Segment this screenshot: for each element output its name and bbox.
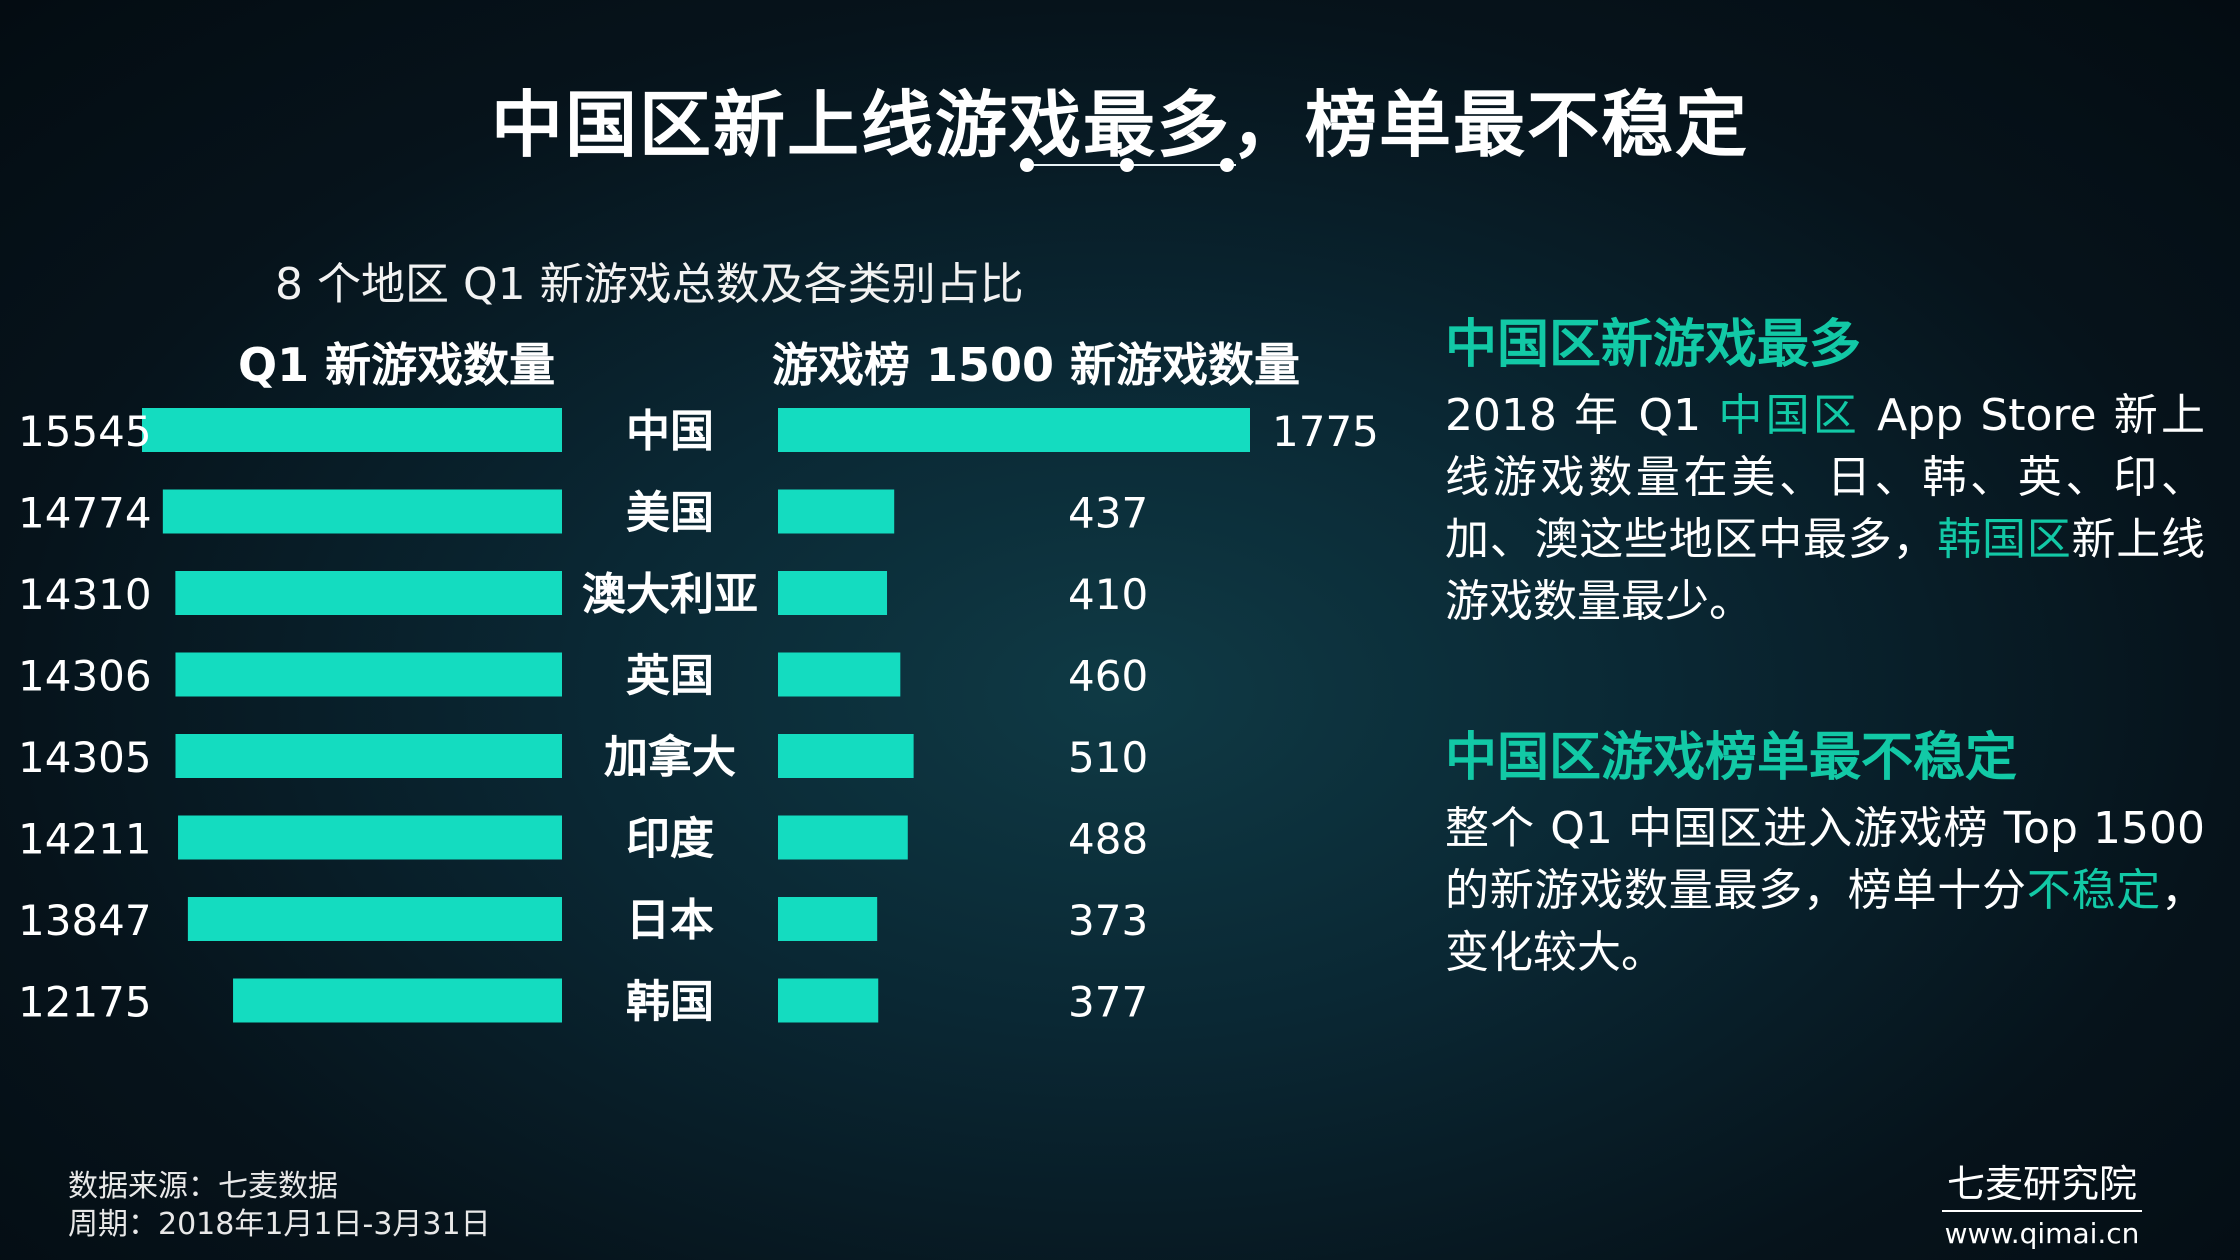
source-line: 数据来源：七麦数据 [68,1169,338,1204]
period-line: 周期：2018年1月1日-3月31日 [68,1207,491,1242]
category-label-7: 韩国 [626,977,714,1028]
category-label-0: 中国 [626,406,714,457]
category-label-4: 加拿大 [604,732,736,783]
left-value-label-6: 13847 [18,896,152,945]
brand-url: www.qimai.cn [1944,1217,2140,1250]
back-to-back-bar-chart: 15545 中国 1775 14774 美国 437 14310 澳大利亚 410 14306 英国… [18,406,1379,1028]
left-value-label-4: 14305 [18,733,152,782]
right-bar-7 [778,978,879,1023]
left-bar-1 [162,489,563,534]
right-value-label-5: 488 [1068,815,1148,864]
right-value-label-0: 1775 [1272,407,1379,456]
insight-panel: 中国区新游戏最多 2018 年 Q1 中国区 App Store 新上线游戏数量… [1445,305,2205,633]
category-label-2: 澳大利亚 [582,569,758,620]
left-value-label-3: 14306 [18,652,152,701]
chart-title: 8 个地区 Q1 新游戏总数及各类别占比 [275,259,1024,310]
right-value-label-4: 510 [1068,733,1148,782]
right-value-label-1: 437 [1068,489,1148,538]
insight-paragraph-2: 整个 Q1 中国区进入游戏榜 Top 1500 的新游戏数量最多，榜单十分不稳定… [1445,803,2205,978]
left-bar-3 [175,652,562,697]
right-bar-3 [778,652,901,697]
right-bar-0 [778,408,1250,452]
left-series-header: Q1 新游戏数量 [238,338,556,392]
right-series-header: 游戏榜 1500 新游戏数量 [772,338,1301,392]
brand-name: 七麦研究院 [1946,1162,2137,1206]
right-bar-6 [778,897,878,941]
right-value-label-6: 373 [1068,896,1148,945]
title-decoration [1020,150,1240,180]
right-value-label-3: 460 [1068,652,1148,701]
left-value-label-1: 14774 [18,489,152,538]
left-value-label-5: 14211 [18,815,152,864]
category-label-3: 英国 [626,651,714,702]
right-value-label-2: 410 [1068,570,1148,619]
left-bar-6 [187,897,562,941]
left-value-label-2: 14310 [18,570,152,619]
right-bar-2 [778,571,888,615]
category-label-5: 印度 [626,814,714,865]
insight-heading-most-games: 中国区新游戏最多 [1445,315,1862,375]
left-value-label-7: 12175 [18,978,152,1027]
left-bar-0 [142,408,562,452]
right-bar-5 [778,815,908,860]
insight-heading-unstable: 中国区游戏榜单最不稳定 [1445,728,2018,788]
category-label-6: 日本 [626,895,714,946]
left-bar-4 [175,734,562,778]
data-source: 数据来源：七麦数据 周期：2018年1月1日-3月31日 [68,1168,491,1244]
page-title: 中国区新上线游戏最多，榜单最不稳定 [490,83,1749,167]
right-bar-1 [778,489,895,534]
left-bar-5 [178,815,562,860]
insight-panel-2: 中国区游戏榜单最不稳定 整个 Q1 中国区进入游戏榜 Top 1500 的新游戏… [1445,718,2205,984]
left-bar-2 [175,571,562,615]
right-bar-4 [778,734,914,778]
category-label-1: 美国 [626,488,714,539]
left-value-label-0: 15545 [18,407,152,456]
brand-block: 七麦研究院 www.qimai.cn [1942,1160,2142,1252]
right-value-label-7: 377 [1068,978,1148,1027]
insight-paragraph-1: 2018 年 Q1 中国区 App Store 新上线游戏数量在美、日、韩、英、… [1445,390,2206,627]
left-bar-7 [233,978,562,1023]
